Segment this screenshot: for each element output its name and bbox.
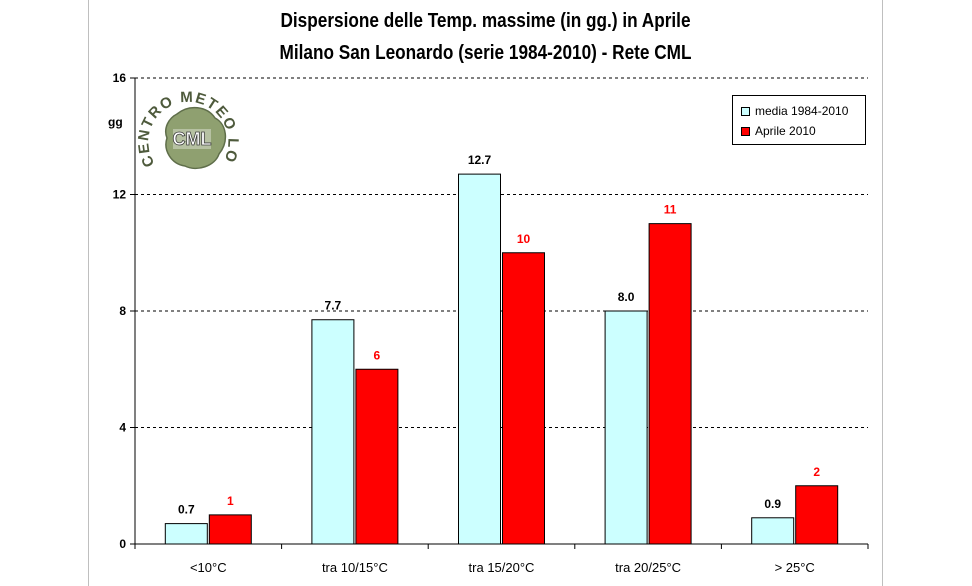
x-tick-label: > 25°C (775, 560, 815, 575)
x-tick-label: tra 15/20°C (469, 560, 535, 575)
chart-title: Dispersione delle Temp. massime (in gg.)… (280, 10, 691, 32)
x-tick-label: <10°C (190, 560, 227, 575)
cml-logo: CENTRO METEO LOMBARDO CML (130, 67, 247, 200)
x-tick-label: tra 10/15°C (322, 560, 388, 575)
y-tick-label: 0 (119, 537, 126, 551)
bar-aprile (355, 368, 399, 545)
y-tick-label: 12 (113, 188, 127, 202)
bar-aprile (648, 223, 692, 545)
bar-aprile (502, 252, 545, 545)
y-tick-label: 4 (119, 421, 126, 435)
data-label: 6 (374, 348, 381, 362)
x-tick-label: tra 20/25°C (615, 560, 681, 575)
bar-aprile (208, 514, 252, 545)
bar-aprile (795, 485, 839, 545)
bar-media (458, 173, 501, 545)
bar-media (604, 310, 648, 545)
legend-swatch-aprile (741, 126, 750, 136)
bar-media (164, 523, 208, 545)
data-label: 0.9 (764, 497, 781, 511)
legend-label-media: media 1984-2010 (755, 104, 849, 118)
data-label: 10 (517, 232, 531, 246)
y-tick-label: 16 (113, 71, 127, 85)
legend-label-aprile: Aprile 2010 (755, 124, 816, 138)
bar-media (751, 517, 795, 545)
data-label: 7.7 (325, 299, 342, 313)
chart-subtitle: Milano San Leonardo (serie 1984-2010) - … (279, 42, 692, 64)
legend-item-aprile: Aprile 2010 (741, 121, 865, 141)
y-axis-unit-label: gg (108, 115, 123, 129)
logo-center-text: CML (173, 129, 212, 149)
data-label: 8.0 (618, 290, 635, 304)
data-label: 0.7 (178, 503, 195, 517)
data-label: 12.7 (468, 153, 492, 167)
data-label: 2 (813, 465, 820, 479)
legend-item-media: media 1984-2010 (741, 101, 865, 121)
data-label: 1 (227, 494, 234, 508)
data-label: 11 (664, 203, 677, 217)
chart-legend: media 1984-2010 Aprile 2010 (732, 95, 866, 145)
logo-region-shape (165, 106, 227, 170)
bar-media (311, 319, 355, 545)
legend-swatch-media (741, 106, 750, 116)
y-tick-label: 8 (119, 304, 126, 318)
